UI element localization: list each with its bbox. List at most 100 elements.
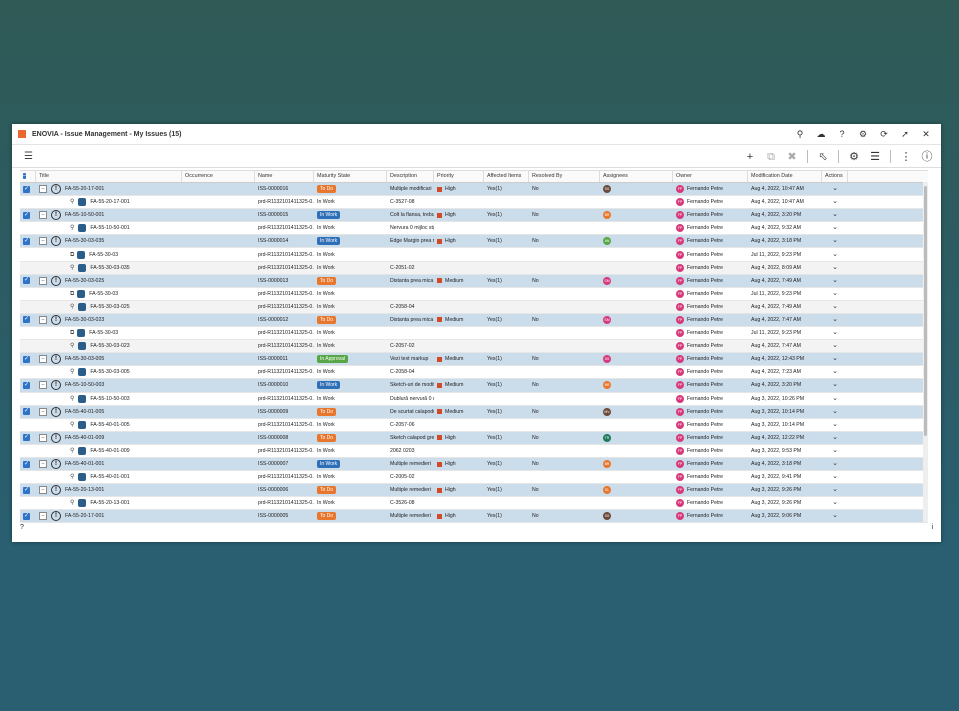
close-icon[interactable]: ✕ bbox=[922, 129, 930, 139]
chevron-down-icon[interactable]: ⌄ bbox=[832, 499, 838, 507]
row-select-cell[interactable] bbox=[20, 301, 36, 313]
chevron-down-icon[interactable]: ⌄ bbox=[832, 237, 838, 245]
actions-cell[interactable]: ⌄ bbox=[822, 340, 848, 352]
column-header[interactable]: Resolved By bbox=[529, 171, 600, 182]
copy-icon[interactable]: ⧉ bbox=[767, 150, 775, 163]
chevron-down-icon[interactable]: ⌄ bbox=[832, 394, 838, 402]
column-header[interactable]: Actions bbox=[822, 171, 848, 182]
chevron-down-icon[interactable]: ⌄ bbox=[832, 420, 838, 428]
row-checkbox[interactable]: ✓ bbox=[23, 277, 30, 285]
actions-cell[interactable]: ⌄ bbox=[822, 196, 848, 208]
affected-item-row[interactable]: ⚲ FA-55-10-50-001 prd-R1132101411325-0... I… bbox=[20, 222, 928, 236]
issue-row[interactable]: ✓ –! FA-55-30-03-005 ISS-0000011 In Approval… bbox=[20, 353, 928, 367]
row-checkbox[interactable]: ✓ bbox=[23, 381, 30, 389]
affected-item-row[interactable]: ⧉ FA-55-30-03 prd-R1132101411325-0... In Wo… bbox=[20, 287, 928, 301]
row-checkbox[interactable]: ✓ bbox=[23, 237, 30, 245]
row-select-cell[interactable] bbox=[20, 249, 36, 261]
affected-item-row[interactable]: ⚲ FA-55-30-03-035 prd-R1132101411325-0... I… bbox=[20, 261, 928, 275]
row-select-cell[interactable] bbox=[20, 262, 36, 274]
list-view-icon[interactable]: ☰ bbox=[870, 150, 880, 163]
more-icon[interactable]: ⋮ bbox=[900, 150, 912, 163]
issue-row[interactable]: ✓ –! FA-55-40-01-001 ISS-0000007 In Work Mult… bbox=[20, 457, 928, 472]
affected-item-row[interactable]: ⧉ FA-55-30-03 prd-R1132101411325-0... In Wo… bbox=[20, 327, 928, 341]
settings-icon[interactable]: ⚙ bbox=[849, 150, 859, 163]
actions-cell[interactable]: ⌄ bbox=[822, 209, 848, 221]
filter-list-icon[interactable]: ☰ bbox=[24, 150, 33, 162]
actions-cell[interactable]: ⌄ bbox=[822, 432, 848, 444]
row-checkbox[interactable]: ✓ bbox=[23, 316, 30, 324]
issue-row[interactable]: ✓ –! FA-55-20-13-001 ISS-0000006 To Do Multip… bbox=[20, 484, 928, 498]
info-icon[interactable]: i bbox=[931, 524, 933, 531]
row-select-cell[interactable]: ✓ bbox=[20, 314, 36, 326]
collapse-toggle-icon[interactable]: – bbox=[39, 355, 47, 364]
affected-item-row[interactable]: ⚲ FA-55-20-17-001 prd-R1132101411325-0... I… bbox=[20, 196, 928, 210]
affected-item-row[interactable]: ⚲ FA-55-30-03-025 prd-R1132101411325-0... I… bbox=[20, 300, 928, 314]
affected-item-row[interactable]: ⚲ FA-55-20-13-001 prd-R1132101411325-0... I… bbox=[20, 497, 928, 511]
chevron-down-icon[interactable]: ⌄ bbox=[832, 276, 838, 284]
collapse-toggle-icon[interactable]: – bbox=[39, 381, 47, 390]
collapse-toggle-icon[interactable]: – bbox=[39, 512, 47, 521]
row-select-cell[interactable] bbox=[20, 419, 36, 431]
chevron-down-icon[interactable]: ⌄ bbox=[832, 368, 838, 376]
actions-cell[interactable]: ⌄ bbox=[822, 366, 848, 378]
actions-cell[interactable]: ⌄ bbox=[822, 353, 848, 365]
row-select-cell[interactable]: ✓ bbox=[20, 235, 36, 247]
collapse-toggle-icon[interactable]: – bbox=[39, 276, 47, 285]
actions-cell[interactable]: ⌄ bbox=[822, 393, 848, 405]
actions-cell[interactable]: ⌄ bbox=[822, 249, 848, 261]
column-header[interactable]: Description bbox=[387, 171, 434, 182]
issue-row[interactable]: ✓ –! FA-55-30-03-025 ISS-0000013 To Do Distan… bbox=[20, 274, 928, 288]
chevron-down-icon[interactable]: ⌄ bbox=[832, 289, 838, 297]
column-header[interactable]: Occurrence bbox=[182, 171, 255, 182]
row-checkbox[interactable]: ✓ bbox=[23, 486, 30, 494]
collapse-toggle-icon[interactable]: – bbox=[39, 486, 47, 495]
search-icon[interactable]: ⚲ bbox=[796, 129, 804, 139]
row-select-cell[interactable] bbox=[20, 393, 36, 405]
header-select-all[interactable]: – bbox=[20, 171, 36, 182]
actions-cell[interactable]: ⌄ bbox=[822, 262, 848, 274]
affected-item-row[interactable]: ⚲ FA-55-40-01-001 prd-R1132101411325-0... I… bbox=[20, 471, 928, 485]
collapse-toggle-icon[interactable]: – bbox=[39, 407, 47, 416]
chevron-down-icon[interactable]: ⌄ bbox=[832, 302, 838, 310]
column-header[interactable]: Owner bbox=[673, 171, 748, 182]
row-select-cell[interactable]: ✓ bbox=[20, 406, 36, 418]
actions-cell[interactable]: ⌄ bbox=[822, 419, 848, 431]
chevron-down-icon[interactable]: ⌄ bbox=[832, 224, 838, 232]
chevron-down-icon[interactable]: ⌄ bbox=[832, 381, 838, 389]
row-select-cell[interactable] bbox=[20, 196, 36, 208]
actions-cell[interactable]: ⌄ bbox=[822, 445, 848, 457]
row-checkbox[interactable]: ✓ bbox=[23, 434, 30, 442]
collapse-toggle-icon[interactable]: – bbox=[39, 433, 47, 442]
column-header[interactable]: Priority bbox=[434, 171, 484, 182]
actions-cell[interactable]: ⌄ bbox=[822, 379, 848, 391]
actions-cell[interactable]: ⌄ bbox=[822, 183, 848, 195]
collapse-toggle-icon[interactable]: – bbox=[39, 237, 47, 246]
select-mode-icon[interactable]: ⬁ bbox=[818, 150, 828, 163]
affected-item-row[interactable]: ⚲ FA-55-40-01-009 prd-R1132101411325-0... I… bbox=[20, 444, 928, 458]
row-checkbox[interactable]: ✓ bbox=[23, 512, 30, 520]
affected-item-row[interactable]: ⚲ FA-55-30-03-023 prd-R1132101411325-0... I… bbox=[20, 340, 928, 354]
collapse-toggle-icon[interactable]: – bbox=[39, 315, 47, 324]
row-select-cell[interactable] bbox=[20, 288, 36, 300]
row-checkbox[interactable]: ✓ bbox=[23, 460, 30, 468]
row-select-cell[interactable]: ✓ bbox=[20, 458, 36, 470]
refresh-icon[interactable]: ⟳ bbox=[880, 129, 888, 139]
collapse-toggle-icon[interactable]: – bbox=[39, 460, 47, 469]
issue-row[interactable]: ✓ –! FA-55-20-17-001 ISS-0000016 To Do Multip… bbox=[20, 183, 928, 197]
actions-cell[interactable]: ⌄ bbox=[822, 275, 848, 287]
actions-cell[interactable]: ⌄ bbox=[822, 301, 848, 313]
chevron-down-icon[interactable]: ⌄ bbox=[832, 460, 838, 468]
issue-row[interactable]: ✓ –! FA-55-20-17-001 ISS-0000005 To Do Multip… bbox=[20, 510, 928, 524]
chevron-down-icon[interactable]: ⌄ bbox=[832, 486, 838, 494]
column-header[interactable]: Name bbox=[255, 171, 314, 182]
row-select-cell[interactable]: ✓ bbox=[20, 510, 36, 522]
row-checkbox[interactable]: ✓ bbox=[23, 185, 30, 193]
actions-cell[interactable]: ⌄ bbox=[822, 458, 848, 470]
actions-cell[interactable]: ⌄ bbox=[822, 471, 848, 483]
column-header[interactable]: Affected Items bbox=[484, 171, 529, 182]
row-select-cell[interactable]: ✓ bbox=[20, 432, 36, 444]
row-select-cell[interactable] bbox=[20, 222, 36, 234]
chevron-down-icon[interactable]: ⌄ bbox=[832, 198, 838, 206]
row-select-cell[interactable] bbox=[20, 366, 36, 378]
actions-cell[interactable]: ⌄ bbox=[822, 222, 848, 234]
